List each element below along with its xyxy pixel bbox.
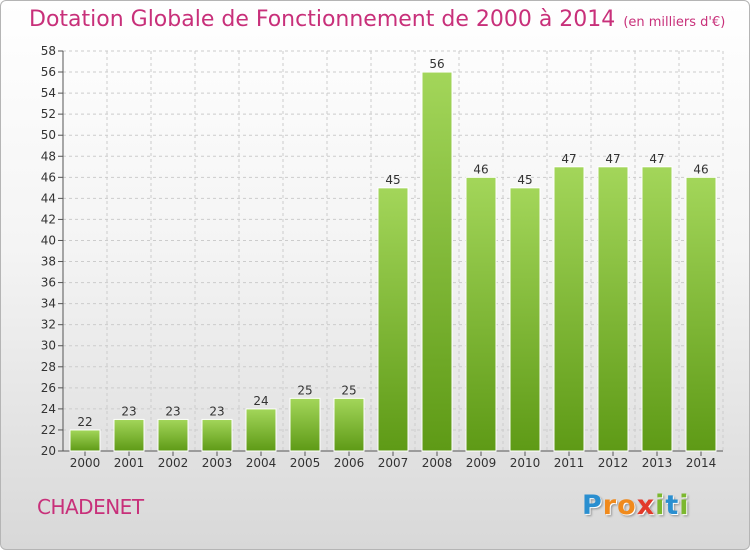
y-tick-label: 32: [41, 318, 56, 332]
y-tick-label: 44: [41, 191, 56, 205]
data-label: 56: [429, 57, 444, 71]
x-tick-label: 2001: [114, 456, 145, 470]
logo-letter: i: [679, 490, 690, 521]
data-label: 22: [77, 415, 92, 429]
data-label: 45: [385, 173, 400, 187]
y-tick-label: 26: [41, 381, 56, 395]
x-tick-label: 2013: [642, 456, 673, 470]
data-label: 24: [253, 394, 268, 408]
label-layer: 20 22 24 26 28 30 32 34 36 38 40 42 44 46 48 50 52 54 56 58…: [41, 44, 717, 470]
y-tick-label: 30: [41, 339, 56, 353]
bar[interactable]: [421, 71, 453, 452]
bar[interactable]: [509, 187, 541, 452]
data-label: 47: [649, 152, 664, 166]
x-tick-label: 2005: [290, 456, 321, 470]
proxiti-logo[interactable]: Proxiti: [582, 490, 690, 521]
bar[interactable]: [377, 187, 409, 452]
y-tick-label: 22: [41, 423, 56, 437]
x-tick-label: 2003: [202, 456, 233, 470]
bar-layer: [69, 71, 717, 452]
chart-title: Dotation Globale de Fonctionnement de 20…: [29, 7, 725, 32]
logo-letter: i: [655, 490, 666, 521]
logo-letter: o: [617, 490, 637, 521]
data-label: 47: [605, 152, 620, 166]
logo-letter: x: [636, 490, 656, 521]
x-tick-label: 2014: [686, 456, 717, 470]
bar[interactable]: [553, 166, 585, 452]
bar[interactable]: [685, 176, 717, 452]
logo-letter: t: [665, 490, 680, 521]
y-tick-label: 58: [41, 44, 56, 58]
data-label: 23: [209, 404, 224, 418]
x-tick-label: 2002: [158, 456, 189, 470]
chart-subtitle: (en milliers d'€): [623, 15, 726, 30]
data-label: 47: [561, 152, 576, 166]
bar[interactable]: [597, 166, 629, 452]
bar[interactable]: [289, 397, 321, 452]
x-tick-label: 2000: [70, 456, 101, 470]
data-label: 25: [297, 383, 312, 397]
bar[interactable]: [113, 418, 145, 452]
data-label: 23: [165, 404, 180, 418]
bar[interactable]: [333, 397, 365, 452]
x-tick-label: 2007: [378, 456, 409, 470]
bar[interactable]: [465, 176, 497, 452]
y-tick-label: 34: [41, 297, 56, 311]
y-tick-label: 52: [41, 107, 56, 121]
commune-name: CHADENET: [37, 495, 144, 519]
bar[interactable]: [641, 166, 673, 452]
x-tick-label: 2011: [554, 456, 585, 470]
x-tick-label: 2012: [598, 456, 629, 470]
bar[interactable]: [201, 418, 233, 452]
y-tick-label: 42: [41, 212, 56, 226]
data-label: 45: [517, 173, 532, 187]
data-label: 46: [473, 162, 488, 176]
data-label: 23: [121, 404, 136, 418]
y-tick-label: 54: [41, 86, 56, 100]
y-tick-label: 28: [41, 360, 56, 374]
y-tick-label: 50: [41, 128, 56, 142]
y-tick-label: 46: [41, 170, 56, 184]
x-tick-label: 2009: [466, 456, 497, 470]
y-tick-label: 38: [41, 255, 56, 269]
x-tick-label: 2008: [422, 456, 453, 470]
y-tick-label: 48: [41, 149, 56, 163]
x-tick-label: 2004: [246, 456, 277, 470]
data-label: 25: [341, 383, 356, 397]
data-label: 46: [693, 162, 708, 176]
logo-letter: P: [582, 490, 603, 521]
y-tick-label: 36: [41, 276, 56, 290]
x-tick-label: 2010: [510, 456, 541, 470]
logo-letter: r: [602, 490, 618, 521]
bar[interactable]: [245, 408, 277, 452]
bar[interactable]: [69, 429, 101, 452]
chart-title-text: Dotation Globale de Fonctionnement de 20…: [29, 7, 616, 32]
y-tick-label: 40: [41, 233, 56, 247]
x-tick-label: 2006: [334, 456, 365, 470]
bar[interactable]: [157, 418, 189, 452]
y-tick-label: 24: [41, 402, 56, 416]
y-tick-label: 20: [41, 444, 56, 458]
y-tick-label: 56: [41, 65, 56, 79]
